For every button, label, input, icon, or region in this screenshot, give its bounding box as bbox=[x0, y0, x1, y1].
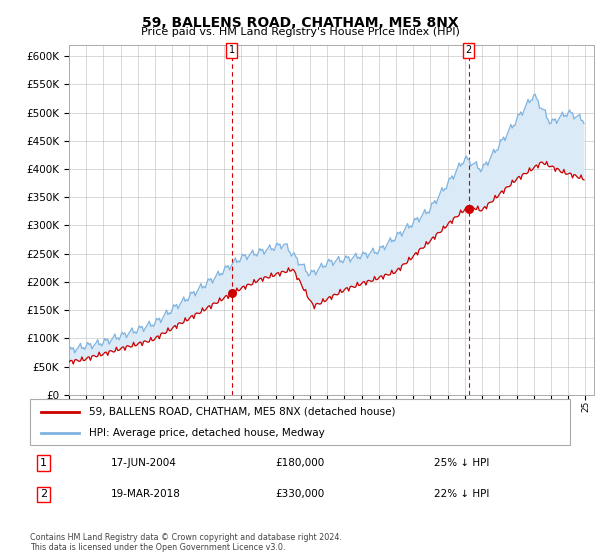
Text: 1: 1 bbox=[229, 45, 235, 55]
Text: HPI: Average price, detached house, Medway: HPI: Average price, detached house, Medw… bbox=[89, 428, 325, 438]
Text: 22% ↓ HPI: 22% ↓ HPI bbox=[434, 489, 490, 500]
Point bbox=[464, 204, 473, 213]
Text: 59, BALLENS ROAD, CHATHAM, ME5 8NX: 59, BALLENS ROAD, CHATHAM, ME5 8NX bbox=[142, 16, 458, 30]
Text: 2: 2 bbox=[40, 489, 47, 500]
Text: £180,000: £180,000 bbox=[275, 458, 325, 468]
Text: 25% ↓ HPI: 25% ↓ HPI bbox=[434, 458, 490, 468]
Text: 17-JUN-2004: 17-JUN-2004 bbox=[111, 458, 177, 468]
Text: 19-MAR-2018: 19-MAR-2018 bbox=[111, 489, 181, 500]
Text: Contains HM Land Registry data © Crown copyright and database right 2024.: Contains HM Land Registry data © Crown c… bbox=[30, 533, 342, 542]
Text: This data is licensed under the Open Government Licence v3.0.: This data is licensed under the Open Gov… bbox=[30, 543, 286, 552]
Text: £330,000: £330,000 bbox=[275, 489, 325, 500]
Point bbox=[227, 289, 236, 298]
Text: 1: 1 bbox=[40, 458, 47, 468]
Text: 2: 2 bbox=[466, 45, 472, 55]
FancyBboxPatch shape bbox=[30, 399, 570, 445]
Text: Price paid vs. HM Land Registry's House Price Index (HPI): Price paid vs. HM Land Registry's House … bbox=[140, 27, 460, 37]
Text: 59, BALLENS ROAD, CHATHAM, ME5 8NX (detached house): 59, BALLENS ROAD, CHATHAM, ME5 8NX (deta… bbox=[89, 407, 396, 417]
